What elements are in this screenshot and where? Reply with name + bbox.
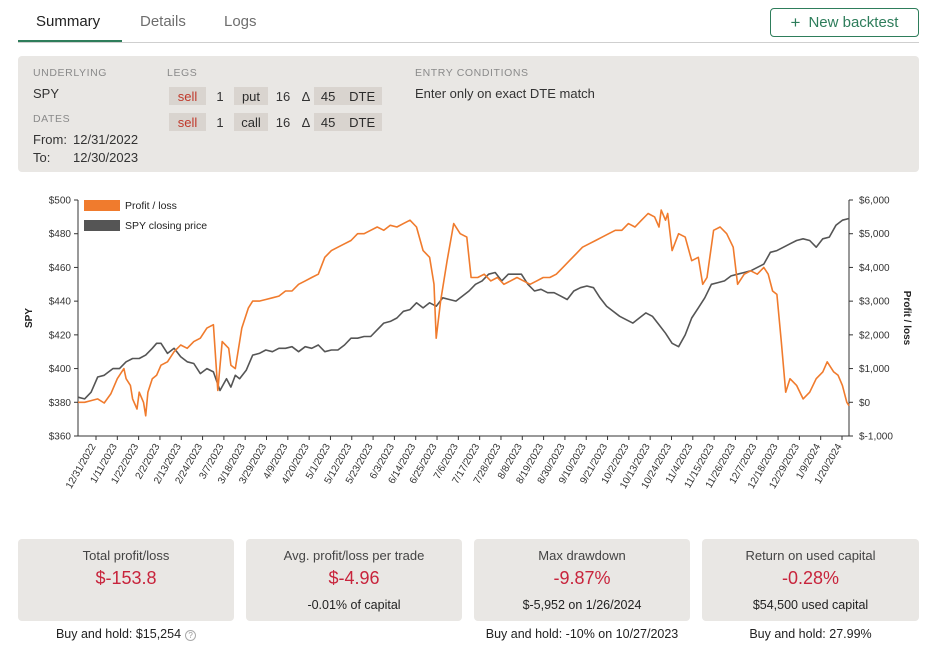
tab-summary[interactable]: Summary (36, 13, 101, 30)
stat-card-max-drawdown: Max drawdown -9.87% $-5,952 on 1/26/2024 (474, 539, 690, 621)
delta-icon: Δ (301, 114, 311, 130)
left-tick-label: $500 (49, 196, 72, 207)
buy-hold-drawdown: Buy and hold: -10% on 10/27/2023 (485, 627, 679, 641)
left-axis-label: SPY (24, 308, 35, 328)
legend-swatch (84, 220, 120, 231)
tab-bar: Summary Details Logs + New backtest (18, 0, 919, 43)
spy-price-line (77, 217, 850, 400)
help-icon[interactable]: ? (185, 630, 197, 641)
leg-dte-label: DTE (349, 88, 376, 104)
from-date: 12/31/2022 (73, 132, 139, 147)
leg-dte: 45 DTE (314, 87, 382, 105)
right-tick-label: $5,000 (859, 229, 890, 240)
left-tick-label: $420 (49, 330, 72, 341)
legs-label: LEGS (167, 67, 198, 79)
stat-value: -0.28% (781, 568, 840, 588)
leg-dte-value: 45 (320, 88, 336, 104)
right-tick-label: $0 (859, 398, 871, 409)
pnl-line (78, 209, 850, 417)
leg-type: put (234, 87, 268, 105)
pnl-spy-chart: $500 $480 $460 $440 $420 $400 $380 $360 $6,000 $5… (24, 196, 912, 491)
leg-delta: 16 (275, 114, 291, 130)
stat-sub: $-5,952 on 1/26/2024 (522, 598, 642, 612)
plus-icon: + (790, 13, 801, 32)
leg-delta: 16 (275, 88, 291, 104)
tab-logs[interactable]: Logs (224, 13, 257, 30)
entry-conditions-value: Enter only on exact DTE match (415, 86, 595, 101)
underlying-value: SPY (33, 86, 60, 101)
delta-icon: Δ (301, 88, 311, 104)
right-tick-label: $4,000 (859, 263, 890, 274)
underlying-label: UNDERLYING (33, 67, 108, 79)
leg-action: sell (169, 113, 206, 131)
entry-conditions-label: ENTRY CONDITIONS (415, 67, 529, 79)
right-tick-label: $1,000 (859, 364, 890, 375)
left-tick-label: $480 (49, 229, 72, 240)
dates-label: DATES (33, 113, 71, 125)
buy-hold-total: Buy and hold: $15,254? (18, 627, 234, 641)
right-tick-label: $6,000 (859, 196, 890, 207)
stat-title: Avg. profit/loss per trade (283, 548, 425, 563)
stat-card-avg-pnl: Avg. profit/loss per trade $-4.96 -0.01%… (246, 539, 462, 621)
right-tick-label: $-1,000 (859, 432, 893, 443)
new-backtest-button[interactable]: + New backtest (770, 8, 919, 37)
to-date: 12/30/2023 (73, 150, 139, 165)
leg-row: sell 1 put 16 Δ 45 DTE (169, 87, 382, 105)
tab-details[interactable]: Details (140, 13, 186, 30)
backtest-config-panel: UNDERLYING SPY DATES From: 12/31/2022 To… (18, 56, 919, 172)
legend-swatch (84, 200, 120, 211)
stat-title: Total profit/loss (82, 548, 170, 563)
buy-hold-return: Buy and hold: 27.99% (749, 627, 872, 641)
stat-title: Return on used capital (745, 548, 876, 563)
leg-type: call (234, 113, 268, 131)
legend-label: SPY closing price (125, 220, 207, 232)
new-backtest-label: New backtest (808, 14, 899, 31)
right-axis-label: Profit / loss (901, 291, 912, 346)
to-label: To: (33, 150, 51, 165)
right-tick-label: $3,000 (859, 297, 890, 308)
left-tick-label: $440 (49, 297, 72, 308)
leg-row: sell 1 call 16 Δ 45 DTE (169, 113, 382, 131)
stat-sub: $54,500 used capital (752, 598, 869, 612)
leg-dte: 45 DTE (314, 113, 382, 131)
stat-card-total-pnl: Total profit/loss $-153.8 (18, 539, 234, 621)
leg-dte-value: 45 (320, 114, 336, 130)
stat-sub: -0.01% of capital (307, 598, 401, 612)
stat-value: $-153.8 (95, 568, 157, 588)
stat-value: -9.87% (553, 568, 611, 588)
right-tick-label: $2,000 (859, 330, 890, 341)
left-tick-label: $460 (49, 263, 72, 274)
active-tab-indicator (18, 40, 122, 42)
left-tick-label: $380 (49, 398, 72, 409)
stat-title: Max drawdown (538, 548, 626, 563)
from-label: From: (33, 132, 67, 147)
buy-hold-total-text: Buy and hold: $15,254 (55, 627, 182, 641)
left-tick-label: $400 (49, 364, 72, 375)
leg-qty: 1 (216, 88, 224, 104)
left-tick-label: $360 (49, 432, 72, 443)
stat-value: $-4.96 (328, 568, 380, 588)
leg-dte-label: DTE (349, 114, 376, 130)
leg-action: sell (169, 87, 206, 105)
legend-label: Profit / loss (125, 200, 177, 212)
leg-qty: 1 (216, 114, 224, 130)
stat-card-return: Return on used capital -0.28% $54,500 us… (702, 539, 919, 621)
